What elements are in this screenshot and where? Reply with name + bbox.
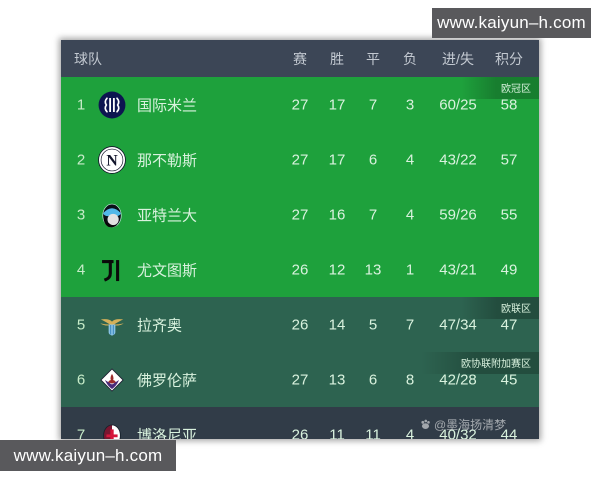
svg-text:N: N — [106, 152, 118, 169]
